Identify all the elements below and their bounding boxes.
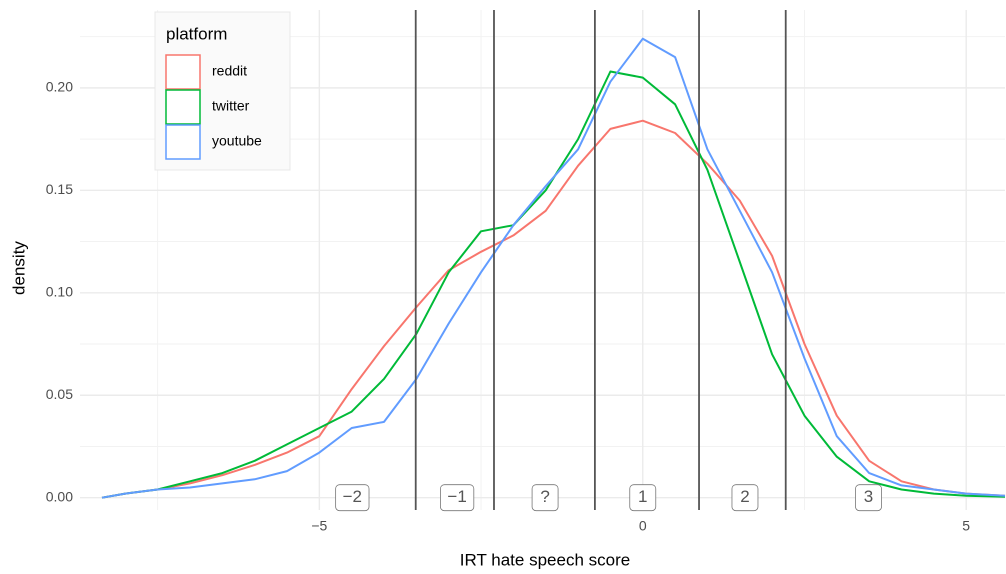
region-label: −2 xyxy=(335,484,370,512)
region-label-box xyxy=(335,484,370,512)
y-tick-label: 0.15 xyxy=(46,181,73,197)
region-label-box xyxy=(731,484,759,512)
region-label: 1 xyxy=(629,484,657,512)
region-label-box xyxy=(440,484,475,512)
region-label: 3 xyxy=(855,484,882,512)
region-label-text: −1 xyxy=(447,487,466,506)
y-tick-label: 0.05 xyxy=(46,386,73,402)
region-label-box xyxy=(531,484,559,512)
legend-key xyxy=(165,89,201,125)
region-label: −1 xyxy=(440,484,475,512)
y-axis-title: density xyxy=(9,241,28,295)
legend-title: platform xyxy=(166,24,227,43)
density-line xyxy=(101,70,1006,499)
region-label-box xyxy=(855,484,882,512)
region-label-text: ? xyxy=(540,487,549,506)
x-tick-label: 0 xyxy=(639,518,647,534)
x-tick-label: 5 xyxy=(962,518,970,534)
density-line xyxy=(101,119,1006,499)
legend-key xyxy=(165,54,201,90)
region-label: 2 xyxy=(731,484,759,512)
legend-label: reddit xyxy=(212,63,247,79)
legend-label: twitter xyxy=(212,98,250,114)
region-label-text: 2 xyxy=(740,487,749,506)
y-tick-label: 0.00 xyxy=(46,488,73,504)
region-label-text: 1 xyxy=(638,487,647,506)
legend-key xyxy=(165,124,201,160)
density-line xyxy=(101,37,1006,499)
x-axis-title: IRT hate speech score xyxy=(460,550,630,569)
region-label-text: −2 xyxy=(343,487,362,506)
region-label-text: 3 xyxy=(864,487,873,506)
region-label: ? xyxy=(531,484,559,512)
x-tick-label: −5 xyxy=(311,518,327,534)
y-tick-label: 0.10 xyxy=(46,283,73,299)
region-label-box xyxy=(629,484,657,512)
legend: platform reddit twitter youtube xyxy=(154,11,291,171)
y-tick-label: 0.20 xyxy=(46,79,73,95)
legend-label: youtube xyxy=(212,133,262,149)
